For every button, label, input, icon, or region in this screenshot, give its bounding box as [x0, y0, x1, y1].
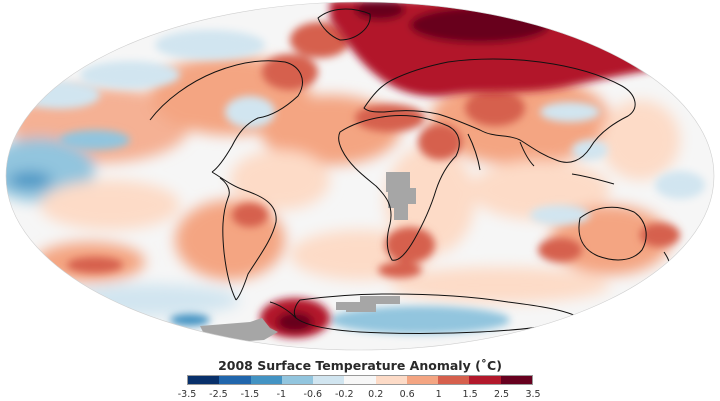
china-cool	[540, 102, 600, 122]
legend-swatch	[344, 376, 376, 384]
legend-swatch	[313, 376, 345, 384]
west-pacific-mild	[600, 100, 680, 180]
legend-swatch	[250, 376, 282, 384]
map-svg	[5, 1, 715, 351]
legend-swatch	[188, 376, 220, 384]
north-america-coast	[149, 60, 303, 173]
south-america-coast	[211, 171, 277, 301]
us-cool	[225, 96, 275, 128]
peninsula-hot-core	[277, 312, 313, 332]
australia-coast	[578, 206, 647, 261]
antarctic-strong-cool	[170, 314, 210, 326]
central-asia-warm	[465, 90, 525, 126]
arabia-warm	[418, 124, 462, 160]
legend-ticks: -3.5 -2.5 -1.5 -1 -0.6 -0.2 0.2 0.6 1 1.5 2.5 3.5	[178, 389, 541, 401]
indian-ocean-mild	[470, 160, 610, 220]
legend-swatch	[469, 376, 501, 384]
indian-warm-core	[538, 238, 582, 262]
globe	[6, 2, 714, 342]
east-pacific-strong-cool	[8, 172, 52, 188]
legend-color-bar	[187, 375, 533, 385]
legend-tick-label: 1.5	[462, 389, 478, 400]
south-asia-peninsulas	[467, 133, 535, 171]
canada-cool	[155, 30, 265, 60]
pacific-mild-warm	[40, 180, 180, 230]
south-atlantic-warm-core	[378, 262, 422, 278]
australia-warm	[550, 205, 670, 275]
legend-tick-label: -0.6	[303, 389, 323, 400]
coastlines	[149, 8, 670, 334]
antarctic-peninsula-hot	[260, 298, 330, 338]
temperature-anomaly-map	[5, 1, 715, 351]
legend-tick-label: -3.5	[177, 389, 197, 400]
eurasia-coast	[363, 58, 636, 163]
southern-africa-warm	[385, 227, 435, 263]
bering-cool	[20, 81, 100, 109]
legend-tick-label: -0.2	[334, 389, 354, 400]
globe-outline	[5, 1, 715, 351]
labrador-warm	[262, 54, 318, 90]
south-america-warm	[175, 200, 285, 280]
legend-tick-label: 1	[435, 389, 442, 400]
legend-swatch	[406, 376, 439, 384]
legend-swatch	[500, 376, 532, 384]
antarctic-peninsula-coast	[269, 301, 297, 319]
barents-hot	[355, 2, 405, 20]
southern-ocean-mild	[390, 267, 610, 303]
legend-tick-label: -1.5	[240, 389, 260, 400]
anomaly-field-detail	[20, 22, 705, 334]
legend-tick-label: 2.5	[493, 389, 510, 400]
legend-title: 2008 Surface Temperature Anomaly (˚C)	[218, 358, 502, 373]
south-pacific-warm-core	[67, 257, 123, 273]
pacific-cool-band	[60, 130, 130, 150]
greenland-warm	[290, 22, 350, 58]
legend-swatch	[438, 376, 470, 384]
congo-missing-data	[386, 172, 416, 220]
legend-swatch	[219, 376, 251, 384]
legend-swatch	[375, 376, 407, 384]
greenland-coast	[317, 8, 371, 41]
south-america-west-coast	[219, 177, 237, 301]
legend-swatch	[281, 376, 314, 384]
legend-tick-label: -1	[276, 389, 287, 400]
africa-coast	[338, 115, 460, 261]
new-zealand-warm	[640, 223, 680, 247]
southern-pacific-cool	[60, 284, 240, 316]
southeast-asia-cool	[572, 140, 608, 160]
antarctic-cool	[330, 306, 510, 334]
legend-tick-label: 0.2	[368, 389, 384, 400]
tropical-atlantic	[230, 150, 330, 210]
antarctic-missing-data-east	[336, 296, 400, 312]
legend-tick-label: -2.5	[209, 389, 228, 400]
brazil-warm	[232, 203, 268, 227]
mediterranean-warm	[355, 104, 425, 132]
alaska-cool	[80, 61, 180, 89]
far-pacific-cool	[655, 171, 705, 199]
indian-cool-patch	[530, 205, 590, 225]
legend-tick-label: 3.5	[525, 389, 541, 400]
legend-tick-label: 0.6	[399, 389, 415, 400]
